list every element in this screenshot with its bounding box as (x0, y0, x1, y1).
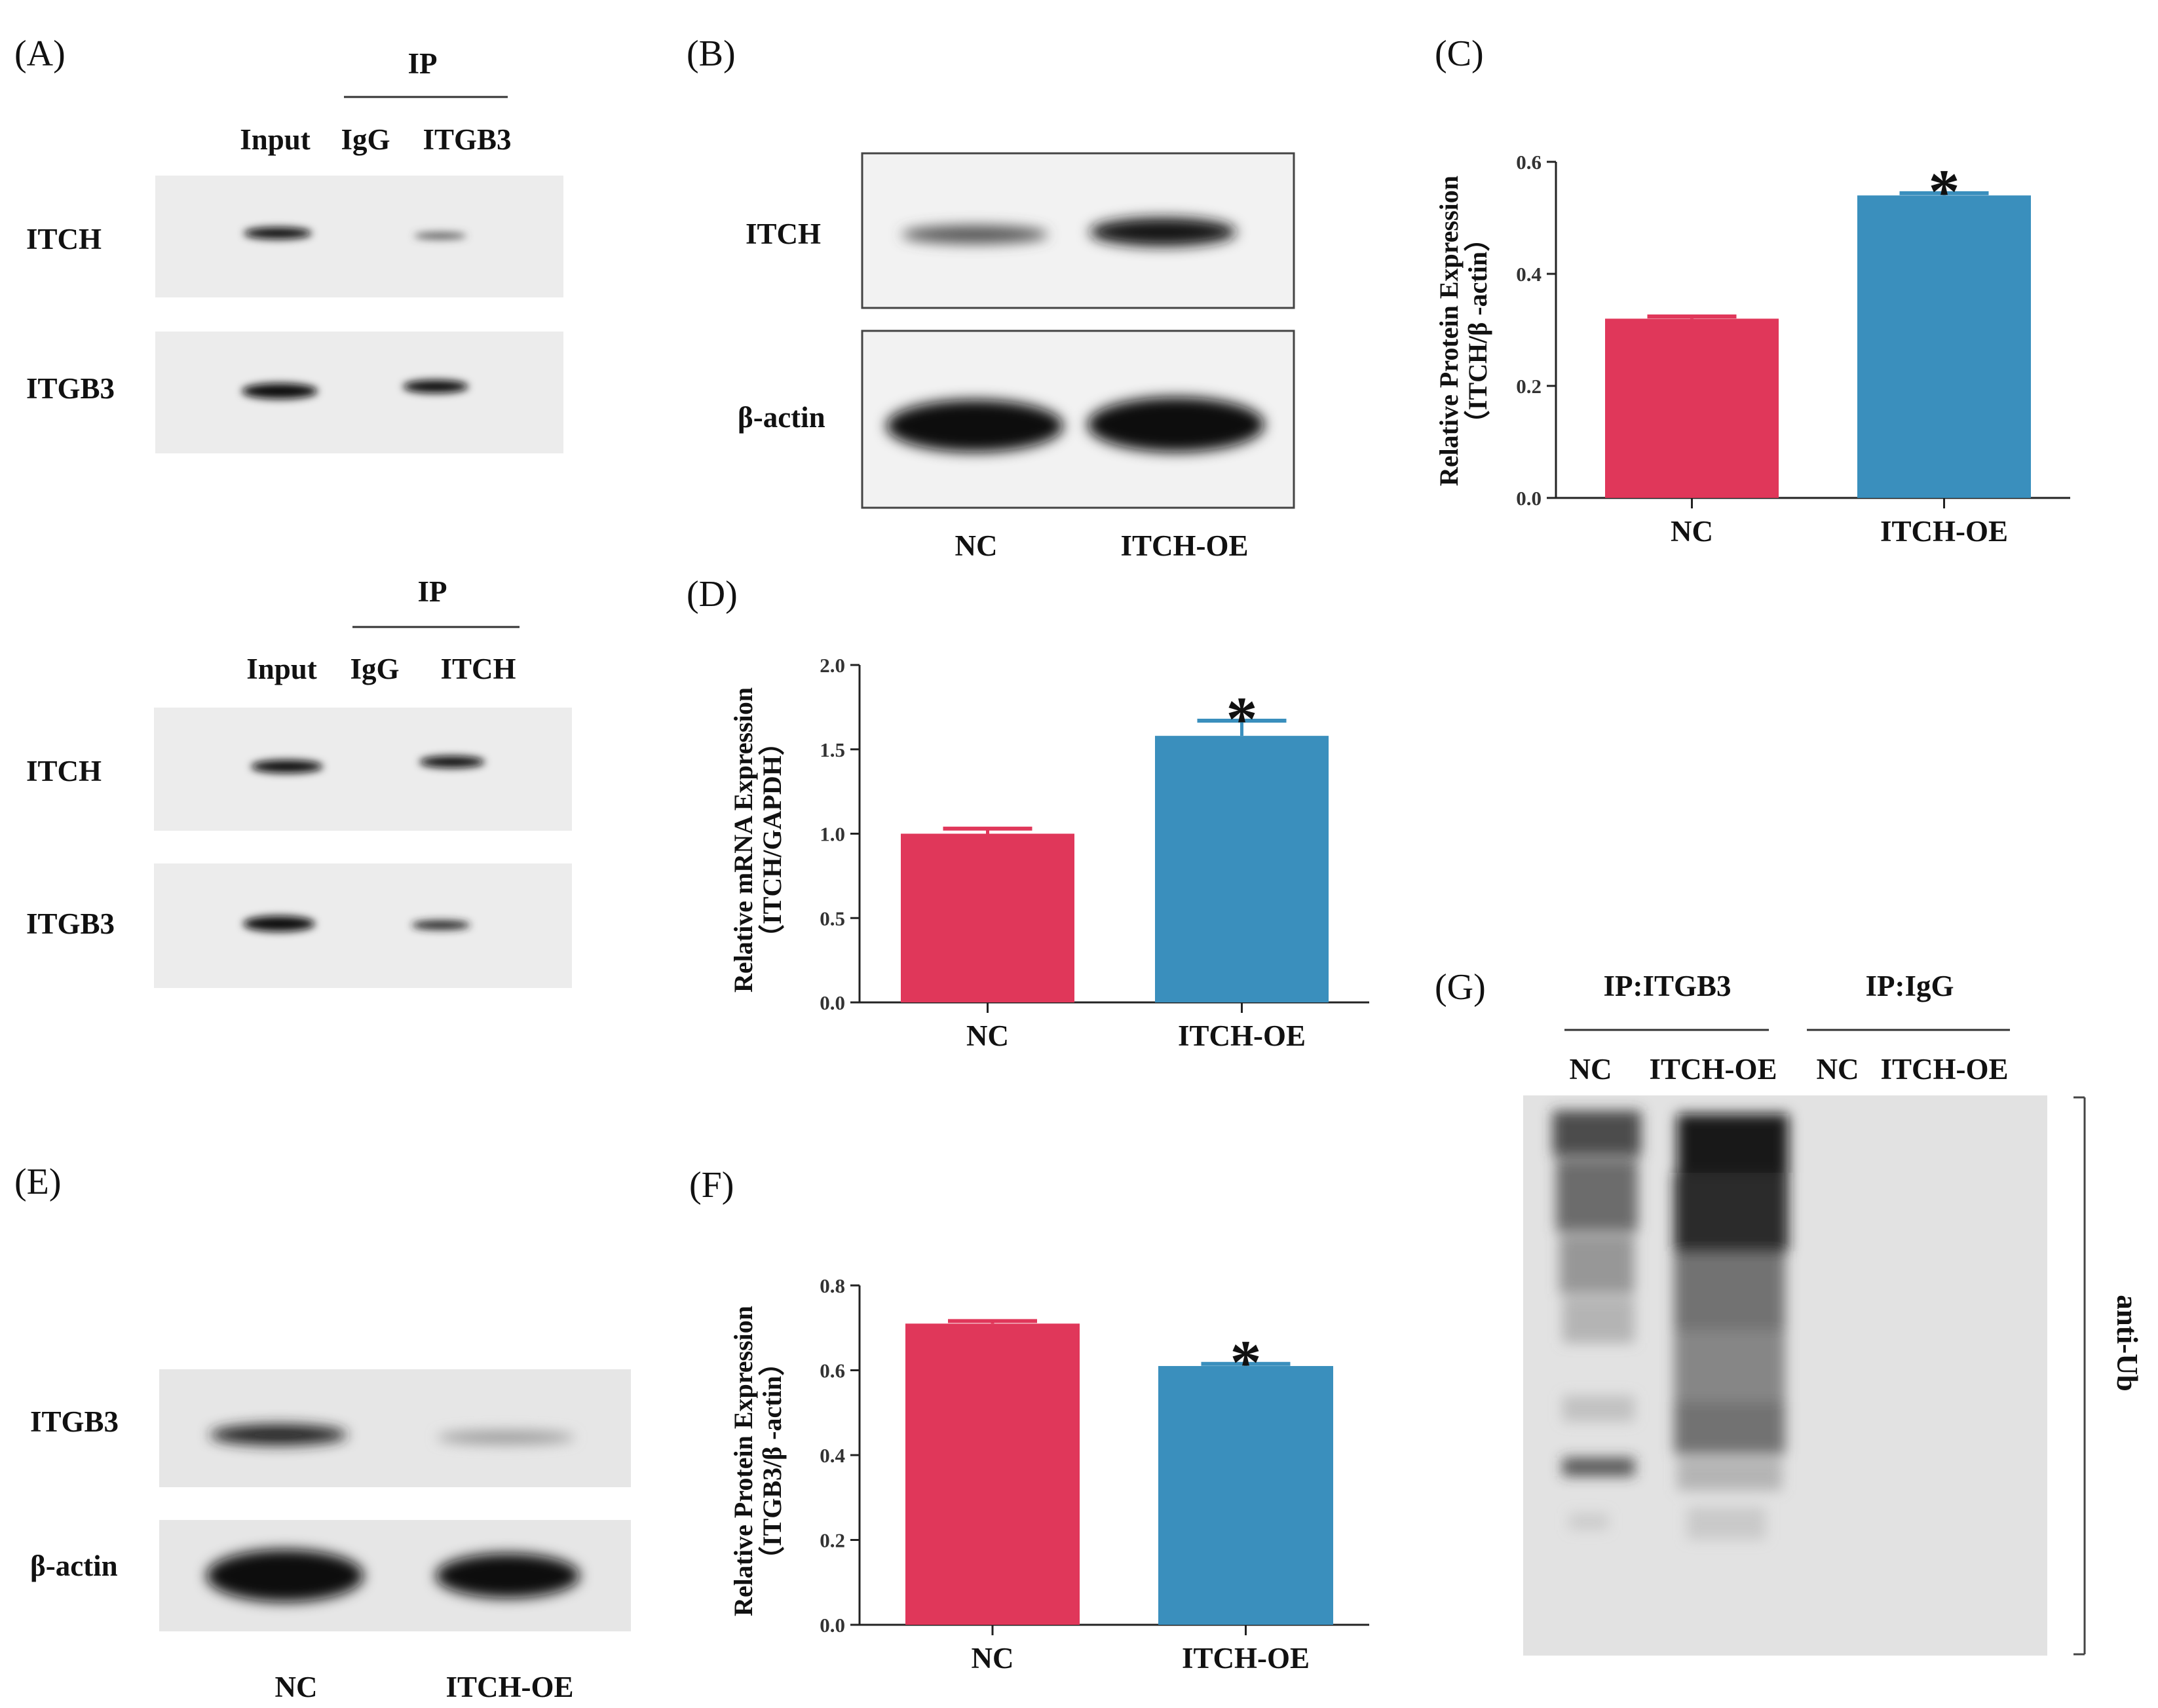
band (414, 233, 466, 239)
band (403, 380, 468, 393)
panel-a-bottom-lane-igg: IgG (350, 653, 399, 685)
panel-f-label: (F) (689, 1165, 734, 1205)
chart-c: 0.0 0.2 0.4 0.6 Relative Protein Expression（… (1434, 151, 2070, 548)
panel-a-top-lane-input: Input (240, 123, 311, 156)
panel-g-smear-itchoe (1674, 1114, 1789, 1540)
panel-g-lane-2: ITCH-OE (1649, 1053, 1777, 1086)
y-tick-label: 0.4 (1516, 263, 1542, 286)
panel-a-bottom-row-itgb3: ITGB3 (26, 907, 115, 940)
panel-g-smear-nc (1553, 1110, 1641, 1530)
x-tick-label: ITCH-OE (1182, 1642, 1310, 1675)
panel-a-bottom-lane-itch: ITCH (440, 653, 516, 685)
panel-a: (A) IP Input IgG ITGB3 ITCH ITGB3 IP Inp… (14, 33, 572, 988)
y-tick-label: 1.0 (820, 823, 845, 846)
panel-g-lane-4: ITCH-OE (1880, 1053, 2008, 1086)
panel-a-label: (A) (14, 33, 66, 74)
panel-b-lane-itchoe: ITCH-OE (1120, 529, 1248, 562)
y-tick-label: 0.4 (820, 1444, 845, 1467)
panel-g: (G) IP:ITGB3 IP:IgG NC ITCH-OE NC ITCH-O… (1435, 967, 2144, 1656)
panel-d-label: (D) (687, 574, 738, 615)
band (251, 760, 323, 773)
y-tick-label: 1.5 (820, 738, 845, 761)
panel-b-label: (B) (687, 33, 736, 74)
y-tick-label: 0.5 (820, 907, 845, 930)
bar (1158, 1366, 1333, 1625)
panel-e-lane-nc: NC (275, 1671, 318, 1703)
bar (901, 833, 1074, 1002)
panel-a-top-ip-label: IP (408, 47, 438, 80)
band (243, 916, 315, 932)
panel-b-row-itch: ITCH (746, 218, 821, 250)
y-tick-label: 0.0 (820, 1614, 845, 1637)
panel-e-row-itgb3: ITGB3 (30, 1405, 119, 1438)
y-axis-label: Relative Protein Expression（ITGB3/β -act… (729, 1306, 787, 1616)
y-tick-label: 0.6 (820, 1359, 845, 1382)
bar (905, 1323, 1080, 1625)
panel-c-label: (C) (1435, 33, 1484, 74)
panel-e-label: (E) (14, 1162, 62, 1202)
panel-a-bottom-ip-label: IP (418, 575, 447, 608)
panel-g-lane-3: NC (1817, 1053, 1859, 1086)
band (436, 1553, 580, 1598)
panel-g-label: (G) (1435, 967, 1486, 1008)
panel-g-side-label: anti-Ub (2111, 1295, 2144, 1392)
y-tick-label: 0.6 (1516, 151, 1542, 174)
x-tick-label: ITCH-OE (1880, 515, 2008, 548)
panel-b-lane-nc: NC (955, 529, 998, 562)
y-tick-label: 0.0 (820, 991, 845, 1014)
panel-b: (B) ITCH β-actin NC ITCH-OE (687, 33, 1295, 562)
y-tick-label: 0.0 (1516, 487, 1542, 510)
band (206, 1549, 364, 1602)
band (437, 1431, 575, 1444)
panel-e-lane-itchoe: ITCH-OE (445, 1671, 573, 1703)
panel-g-lane-1: NC (1570, 1053, 1612, 1086)
panel-a-bottom-row-itch: ITCH (26, 755, 102, 788)
panel-a-top-blot-itgb3 (155, 332, 563, 453)
bar (1155, 736, 1329, 1002)
y-tick-label: 2.0 (820, 654, 845, 677)
y-axis-label: Relative mRNA Expression（ITCH/GAPDH） (729, 687, 787, 993)
panel-a-top-lane-igg: IgG (341, 123, 390, 156)
band (1089, 218, 1236, 246)
band (1088, 397, 1264, 452)
panel-a-bottom-lane-input: Input (246, 653, 317, 685)
chart-f: 0.0 0.2 0.4 0.6 0.8 Relative Protein Expressi… (729, 1274, 1369, 1675)
band (419, 756, 485, 768)
panel-a-top-blot-itch (155, 176, 563, 297)
chart-d: 0.0 0.5 1.0 1.5 2.0 Relative mRNA Expression（… (729, 654, 1369, 1052)
panel-e: (E) ITGB3 β-actin NC ITCH-OE (14, 1162, 631, 1703)
panel-g-group-itgb3: IP:ITGB3 (1603, 970, 1731, 1002)
y-tick-label: 0.2 (1516, 375, 1542, 398)
panel-e-row-bactin: β-actin (30, 1549, 118, 1582)
panel-b-row-bactin: β-actin (738, 401, 825, 434)
band (244, 227, 312, 239)
panel-a-bottom-blot-itch (154, 708, 572, 831)
x-tick-label: ITCH-OE (1178, 1019, 1306, 1052)
band (242, 383, 318, 399)
bar (1605, 318, 1779, 498)
x-tick-label: NC (966, 1019, 1009, 1052)
significance-marker: * (1226, 684, 1258, 754)
x-tick-label: NC (972, 1642, 1014, 1675)
significance-marker: * (1230, 1327, 1262, 1397)
panel-a-top-lane-itgb3: ITGB3 (423, 123, 511, 156)
significance-marker: * (1929, 157, 1960, 227)
panel-a-top-row-itgb3: ITGB3 (26, 372, 115, 405)
y-tick-label: 0.2 (820, 1529, 845, 1552)
band (886, 400, 1063, 452)
x-tick-label: NC (1671, 515, 1713, 548)
y-tick-label: 0.8 (820, 1274, 845, 1297)
bar (1857, 195, 2031, 498)
band (901, 225, 1048, 244)
panel-a-top-row-itch: ITCH (26, 223, 102, 256)
y-axis-label: Relative Protein Expression（ITCH/β -acti… (1434, 176, 1492, 486)
band (411, 920, 470, 930)
panel-a-bottom-blot-itgb3 (154, 863, 572, 988)
band (210, 1424, 347, 1445)
panel-g-group-igg: IP:IgG (1866, 970, 1954, 1002)
